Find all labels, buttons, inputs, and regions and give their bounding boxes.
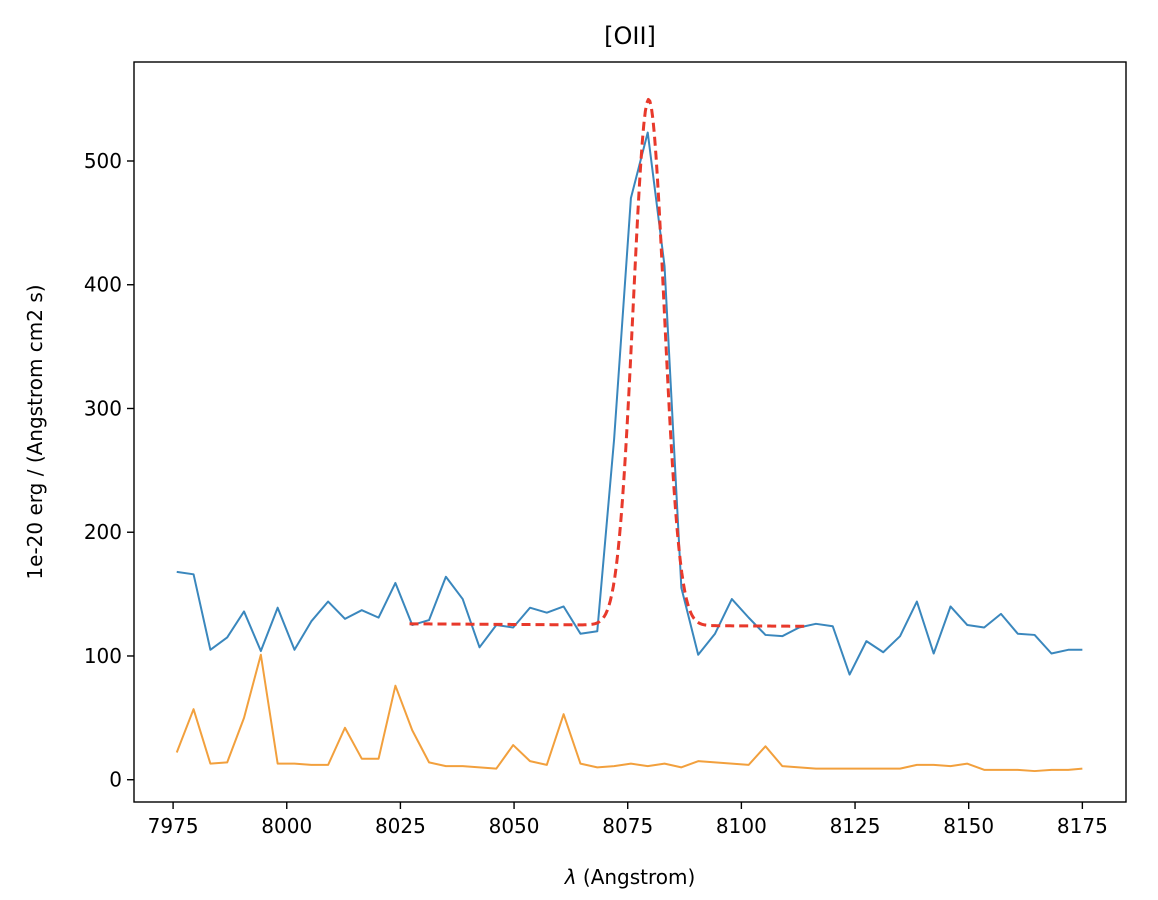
x-axis: 7975 8000 8025 8050 8075 8100 8125 8150 8175	[148, 802, 1108, 838]
y-tick-label-4: 400	[84, 273, 122, 297]
series-line-error	[175, 653, 1083, 773]
x-axis-label: λ (Angstrom)	[564, 865, 696, 889]
y-axis: 0 100 200 300 400 500	[84, 149, 134, 792]
x-tick-label-0: 7975	[148, 814, 199, 838]
series-layer	[175, 97, 1083, 773]
x-axis-label-symbol: λ	[564, 865, 577, 889]
y-tick-label-0: 0	[109, 768, 122, 792]
y-tick-label-5: 500	[84, 149, 122, 173]
x-tick-label-3: 8050	[489, 814, 540, 838]
y-tick-label-1: 100	[84, 644, 122, 668]
y-tick-label-2: 200	[84, 520, 122, 544]
x-tick-label-7: 8150	[943, 814, 994, 838]
x-tick-label-1: 8000	[261, 814, 312, 838]
x-axis-label-text: (Angstrom)	[577, 865, 696, 889]
x-tick-label-8: 8175	[1057, 814, 1108, 838]
series-line-flux	[176, 131, 1083, 676]
plot-frame	[133, 61, 1127, 803]
y-tick-label-3: 300	[84, 396, 122, 420]
x-tick-label-2: 8025	[375, 814, 426, 838]
x-tick-label-6: 8125	[830, 814, 881, 838]
x-tick-label-4: 8075	[602, 814, 653, 838]
chart-title: [OII]	[604, 22, 656, 50]
y-axis-label: 1e-20 erg / (Angstrom cm2 s)	[23, 284, 47, 579]
series-line-fit	[409, 97, 806, 628]
x-tick-label-5: 8100	[716, 814, 767, 838]
